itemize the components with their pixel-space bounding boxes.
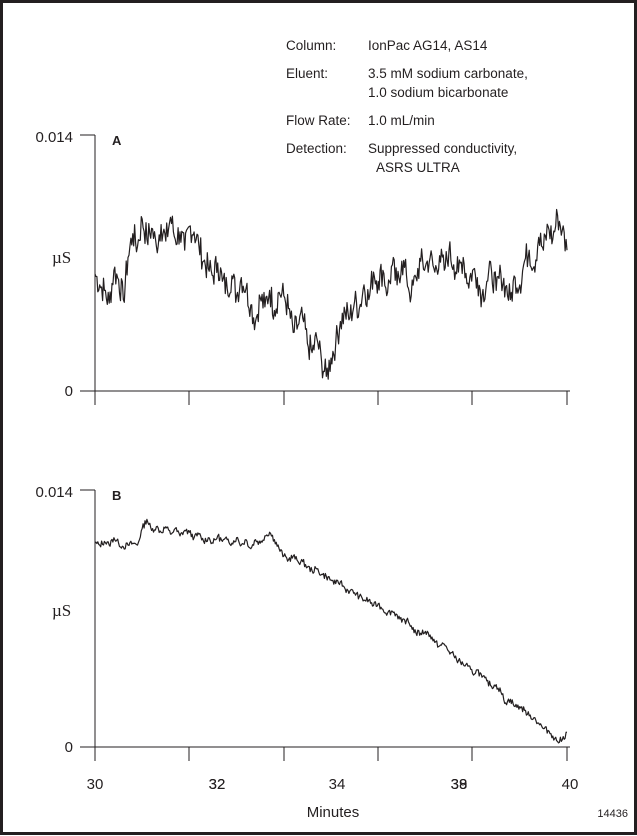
panel-a-ytick-bottom: 0 bbox=[65, 383, 73, 400]
flow-rate-label: Flow Rate: bbox=[286, 113, 351, 128]
flow-rate-value: 1.0 mL/min bbox=[368, 113, 435, 128]
panel-b-xtick-label: 40 bbox=[562, 776, 579, 793]
panel-a-x-ticks bbox=[95, 391, 567, 405]
column-value: IonPac AG14, AS14 bbox=[368, 38, 488, 53]
detection-value-line2: ASRS ULTRA bbox=[376, 160, 460, 175]
figure-number: 14436 bbox=[597, 808, 628, 820]
panel-b-xtick-label: 32 bbox=[209, 776, 226, 793]
panel-b-ylabel: µS bbox=[52, 601, 71, 620]
panel-a-ylabel: µS bbox=[52, 248, 71, 267]
panel-b-label: B bbox=[112, 488, 121, 503]
column-label: Column: bbox=[286, 38, 336, 53]
panel-a: A 0.014 0 µS bbox=[35, 129, 570, 405]
eluent-value-line2: 1.0 sodium bicarbonate bbox=[368, 85, 508, 100]
panel-b-ytick-top: 0.014 bbox=[35, 484, 73, 501]
conditions-block: Column: IonPac AG14, AS14 Eluent: 3.5 mM… bbox=[286, 38, 528, 175]
panel-a-label: A bbox=[112, 133, 122, 148]
detection-label: Detection: bbox=[286, 141, 347, 156]
panel-a-ytick-top: 0.014 bbox=[35, 129, 73, 146]
panel-b-xtick-label: 39 bbox=[451, 776, 468, 793]
eluent-value-line1: 3.5 mM sodium carbonate, bbox=[368, 66, 528, 81]
detection-value-line1: Suppressed conductivity, bbox=[368, 141, 517, 156]
panel-b-xtick-label: 30 bbox=[87, 776, 104, 793]
panel-a-trace bbox=[95, 210, 567, 380]
x-axis-title: Minutes bbox=[307, 804, 360, 821]
panel-b-xtick-label: 34 bbox=[329, 776, 346, 793]
panel-b-ytick-bottom: 0 bbox=[65, 739, 73, 756]
eluent-label: Eluent: bbox=[286, 66, 328, 81]
panel-b-trace bbox=[95, 519, 567, 743]
